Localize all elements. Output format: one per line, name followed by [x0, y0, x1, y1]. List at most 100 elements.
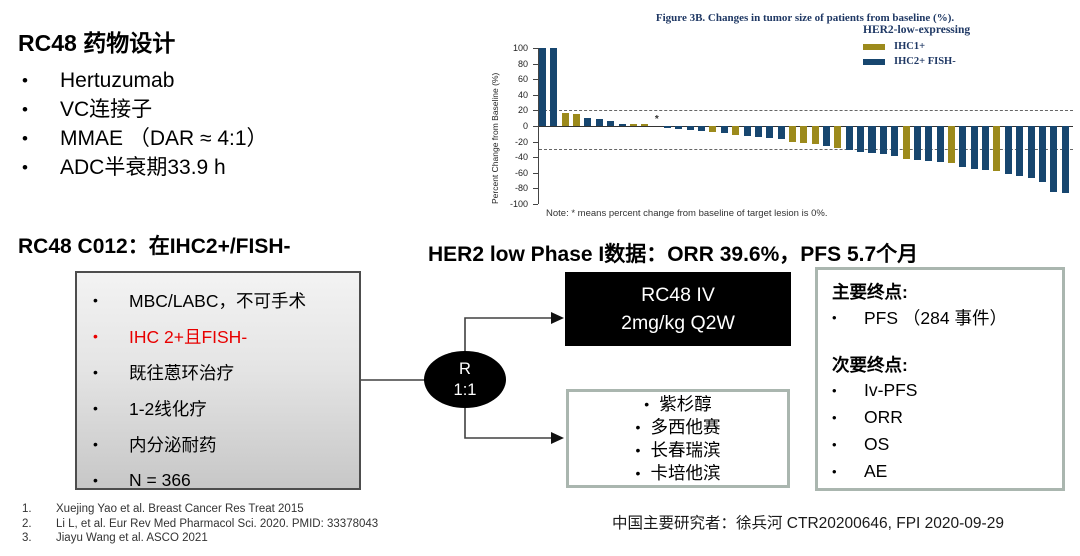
bullet-icon: • — [93, 292, 98, 308]
inclusion-item-label: IHC 2+且FISH- — [129, 326, 248, 347]
y-tick-label: 100 — [512, 43, 528, 53]
chemo-option-label: 多西他赛 — [650, 416, 721, 437]
chemo-option: • 紫杉醇 — [569, 393, 787, 416]
bullet-icon: • — [22, 100, 28, 119]
randomization-ratio: 1:1 — [453, 380, 477, 399]
y-tick-label: -100 — [509, 199, 528, 209]
inclusion-item-label: MBC/LABC，不可手术 — [129, 290, 306, 311]
phase1-result-heading: HER2 low Phase I数据：ORR 39.6%，PFS 5.7个月 — [428, 243, 919, 266]
bullet-icon: • — [635, 441, 641, 458]
chart-bar — [686, 126, 694, 130]
randomization-letter: R — [459, 359, 471, 378]
chart-bar — [618, 123, 626, 126]
y-tick-label: 60 — [517, 74, 528, 85]
y-tick-label: 40 — [517, 89, 528, 100]
references: 1. Xuejing Yao et al. Breast Cancer Res T… — [22, 502, 378, 546]
reference-item: 1. Xuejing Yao et al. Breast Cancer Res T… — [22, 502, 378, 517]
chart-bar — [1004, 126, 1012, 175]
chart-bar — [1050, 126, 1058, 192]
y-tick-mark — [533, 157, 538, 159]
y-tick-label: -40 — [514, 152, 528, 163]
secondary-endpoint-label: 次要终点: — [832, 355, 908, 375]
chart-bar — [720, 126, 728, 134]
chemo-options-list: • 紫杉醇 • 多西他赛 • 长春瑞滨 • 卡培他滨 — [569, 393, 787, 485]
study-heading: RC48 C012：在IHC2+/FISH- — [18, 235, 291, 258]
chart-bar — [539, 48, 547, 126]
reference-number: 2. — [22, 517, 32, 530]
chart-bar — [891, 126, 899, 156]
reference-item: 2. Li L, et al. Eur Rev Med Pharmacol Sci… — [22, 517, 378, 532]
chart-bar — [788, 126, 796, 142]
reference-item: 3. Jiayu Wang et al. ASCO 2021 — [22, 531, 378, 546]
y-tick-label: -80 — [514, 183, 528, 194]
chart-bar — [1061, 126, 1069, 194]
chart-bar — [811, 126, 819, 144]
chemo-option-label: 长春瑞滨 — [650, 439, 721, 460]
secondary-endpoint-item: • AE — [832, 458, 1062, 485]
secondary-endpoint-item-label: OS — [864, 434, 890, 454]
connector-random-to-arm2 — [464, 408, 552, 439]
chart-bar — [584, 118, 592, 126]
secondary-endpoint-item-label: Iv-PFS — [864, 380, 918, 400]
chart-bar — [925, 126, 933, 162]
chart-bar — [868, 126, 876, 154]
y-tick-mark — [533, 188, 538, 190]
waterfall-chart: Figure 3B. Changes in tumor size of pati… — [488, 4, 1080, 222]
chart-legend-entry: IHC1+ — [863, 41, 970, 52]
chart-legend-title: HER2-low-expressing — [863, 24, 971, 36]
bullet-icon: • — [832, 437, 837, 452]
secondary-endpoint-item: • ORR — [832, 404, 1062, 431]
chart-bar — [607, 121, 615, 126]
y-tick-mark — [533, 204, 538, 205]
chart-bar — [561, 112, 569, 126]
rc48-arm-line2: 2mg/kg Q2W — [621, 312, 735, 334]
secondary-endpoint-item-label: ORR — [864, 407, 903, 427]
bullet-icon: • — [644, 395, 650, 412]
inclusion-item: • MBC/LABC，不可手术 — [93, 282, 359, 318]
chart-bar — [913, 126, 921, 160]
bullet-icon: • — [832, 464, 837, 479]
chemo-option-label: 卡培他滨 — [650, 462, 721, 483]
reference-number: 3. — [22, 532, 32, 544]
bullet-icon: • — [93, 328, 98, 344]
chart-bar — [800, 126, 808, 144]
chart-bar — [970, 126, 978, 169]
reference-text: Jiayu Wang et al. ASCO 2021 — [56, 532, 208, 544]
y-tick-mark — [533, 172, 538, 174]
y-tick-label: 0 — [522, 121, 528, 131]
y-tick-label: -20 — [514, 136, 528, 147]
chart-y-axis-ticks: 100 80 60 40 20 0 -20 -40 -60 -80 -100 — [494, 43, 538, 209]
legend-swatch-icon — [863, 43, 885, 50]
endpoints-box: 主要终点: • PFS （284 事件） 次要终点: • Iv-PFS • ORR • OS… — [815, 267, 1065, 491]
zero-change-asterisk: * — [654, 113, 659, 125]
chart-legend-entry: IHC2+ FISH- — [863, 56, 970, 67]
chart-bar — [743, 126, 751, 137]
chart-bar — [573, 113, 581, 126]
y-tick-mark — [533, 126, 538, 127]
inclusion-item-label: 内分泌耐药 — [129, 434, 217, 455]
chart-note: Note: * means percent change from baseli… — [546, 208, 828, 219]
randomization-node: R 1:1 — [424, 351, 506, 408]
chart-bar — [766, 126, 774, 138]
legend-entry-label: IHC2+ FISH- — [894, 56, 956, 67]
chart-bar — [993, 126, 1001, 172]
chart-bar — [1027, 126, 1035, 179]
bullet-icon: • — [93, 472, 98, 488]
bullet-icon: • — [93, 400, 98, 416]
secondary-endpoint-item: • Iv-PFS — [832, 377, 1062, 404]
connector-random-to-arm1 — [464, 317, 552, 351]
chart-bar — [550, 48, 558, 126]
rc48-arm-line1: RC48 IV — [641, 283, 715, 306]
chemo-option-label: 紫杉醇 — [659, 393, 712, 414]
inclusion-item-label: 既往蒽环治疗 — [129, 362, 234, 383]
inclusion-item-label: 1-2线化疗 — [129, 398, 207, 419]
y-tick-mark — [533, 110, 538, 112]
rc48-arm-box: RC48 IV 2mg/kg Q2W — [565, 272, 791, 346]
primary-endpoint-item-label: PFS （284 事件） — [864, 308, 1007, 328]
y-tick-label: 20 — [517, 105, 528, 116]
drug-design-item-label: VC连接子 — [60, 98, 153, 121]
chart-bar — [641, 124, 649, 126]
chemo-arm-box: • 紫杉醇 • 多西他赛 • 长春瑞滨 • 卡培他滨 — [566, 389, 790, 488]
chart-bar — [823, 126, 831, 146]
